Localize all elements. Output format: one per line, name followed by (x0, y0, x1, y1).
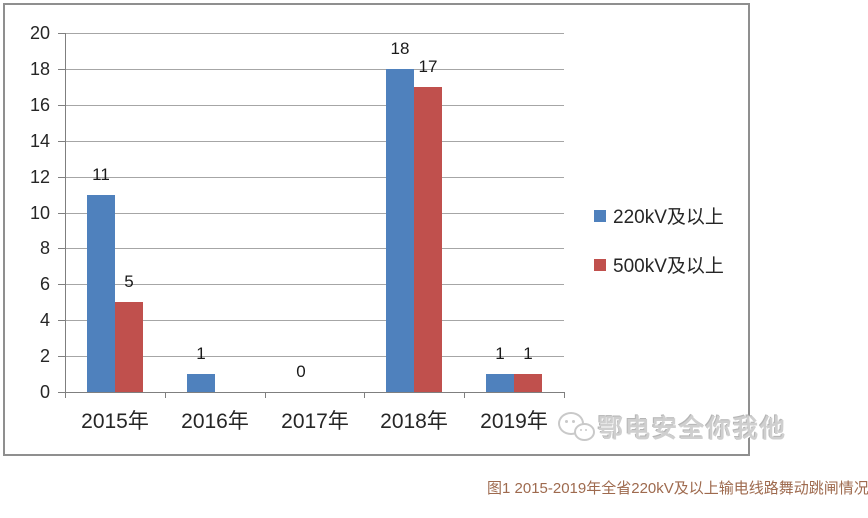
legend-label-500kv: 500kV及以上 (613, 256, 724, 277)
y-axis-tick (58, 69, 65, 70)
figure-caption: 图1 2015-2019年全省220kV及以上输电线路舞动跳闸情况 (487, 480, 868, 497)
y-axis-tick (58, 392, 65, 393)
y-axis-tick-label: 8 (39, 238, 50, 258)
y-axis-tick-label: 14 (29, 131, 50, 151)
x-axis-tick (464, 392, 465, 398)
x-axis-label-2015年: 2015年 (81, 410, 149, 433)
y-axis-tick (58, 320, 65, 321)
y-axis-tick (58, 356, 65, 357)
y-axis-tick-label: 4 (39, 310, 50, 330)
y-axis-tick-label: 18 (29, 59, 50, 79)
gridline-y20 (65, 33, 564, 34)
x-axis-label-2016年: 2016年 (181, 410, 249, 433)
gridline-y4 (65, 320, 564, 321)
bar-220kV及以上-2019年 (486, 374, 514, 392)
x-axis-tick (364, 392, 365, 398)
legend-label-220kv: 220kV及以上 (613, 207, 724, 228)
legend-item-500kv: 500kV及以上 (594, 251, 724, 278)
bar-label-220kV及以上-2017年: 0 (296, 362, 306, 381)
bar-label-220kV及以上-2018年: 18 (390, 39, 410, 58)
x-axis-tick (564, 392, 565, 398)
x-axis-label-2017年: 2017年 (281, 410, 349, 433)
bar-500kV及以上-2018年 (414, 87, 442, 392)
gridline-y8 (65, 248, 564, 249)
chart-legend: 220kV及以上 500kV及以上 (594, 202, 724, 300)
y-axis-tick (58, 248, 65, 249)
y-axis-line (65, 33, 66, 393)
y-axis-tick (58, 213, 65, 214)
bar-label-500kV及以上-2015年: 5 (124, 272, 134, 291)
x-axis-line (65, 392, 565, 393)
x-axis-label-2019年: 2019年 (480, 410, 548, 433)
gridline-y12 (65, 177, 564, 178)
bar-label-220kV及以上-2015年: 11 (92, 165, 110, 184)
gridline-y2 (65, 356, 564, 357)
x-axis-tick (65, 392, 66, 398)
bar-label-500kV及以上-2019年: 1 (523, 344, 533, 363)
bar-220kV及以上-2015年 (87, 195, 115, 392)
bar-label-220kV及以上-2019年: 1 (495, 344, 505, 363)
y-axis-tick-label: 0 (39, 382, 50, 402)
bar-220kV及以上-2016年 (187, 374, 215, 392)
y-axis-tick-label: 16 (29, 95, 50, 115)
bar-500kV及以上-2015年 (115, 302, 143, 392)
speech-bubble-small (574, 423, 595, 441)
y-axis-tick (58, 284, 65, 285)
wechat-bubbles-icon (556, 409, 598, 445)
x-axis-tick (165, 392, 166, 398)
y-axis-tick-label: 6 (39, 274, 50, 294)
y-axis-tick (58, 141, 65, 142)
gridline-y16 (65, 105, 564, 106)
gridline-y14 (65, 141, 564, 142)
bar-label-500kV及以上-2018年: 17 (418, 57, 438, 76)
gridline-y18 (65, 69, 564, 70)
gridline-y6 (65, 284, 564, 285)
y-axis-tick-label: 2 (39, 346, 50, 366)
x-axis-label-2018年: 2018年 (380, 410, 448, 433)
legend-swatch-red-icon (594, 258, 606, 271)
y-axis-tick (58, 33, 65, 34)
x-axis-tick (265, 392, 266, 398)
legend-item-220kv: 220kV及以上 (594, 202, 724, 229)
bar-500kV及以上-2019年 (514, 374, 542, 392)
gridline-y10 (65, 213, 564, 214)
y-axis-tick (58, 177, 65, 178)
watermark-text: 鄂电安全你我他 (598, 415, 788, 443)
y-axis-tick-label: 10 (29, 203, 50, 223)
y-axis-tick-label: 12 (29, 167, 50, 187)
y-axis-tick-label: 20 (29, 23, 50, 43)
legend-swatch-blue-icon (594, 209, 606, 222)
bar-label-220kV及以上-2016年: 1 (196, 344, 206, 363)
y-axis-tick (58, 105, 65, 106)
bar-220kV及以上-2018年 (386, 69, 414, 392)
watermark: 鄂电安全你我他 (556, 408, 787, 446)
